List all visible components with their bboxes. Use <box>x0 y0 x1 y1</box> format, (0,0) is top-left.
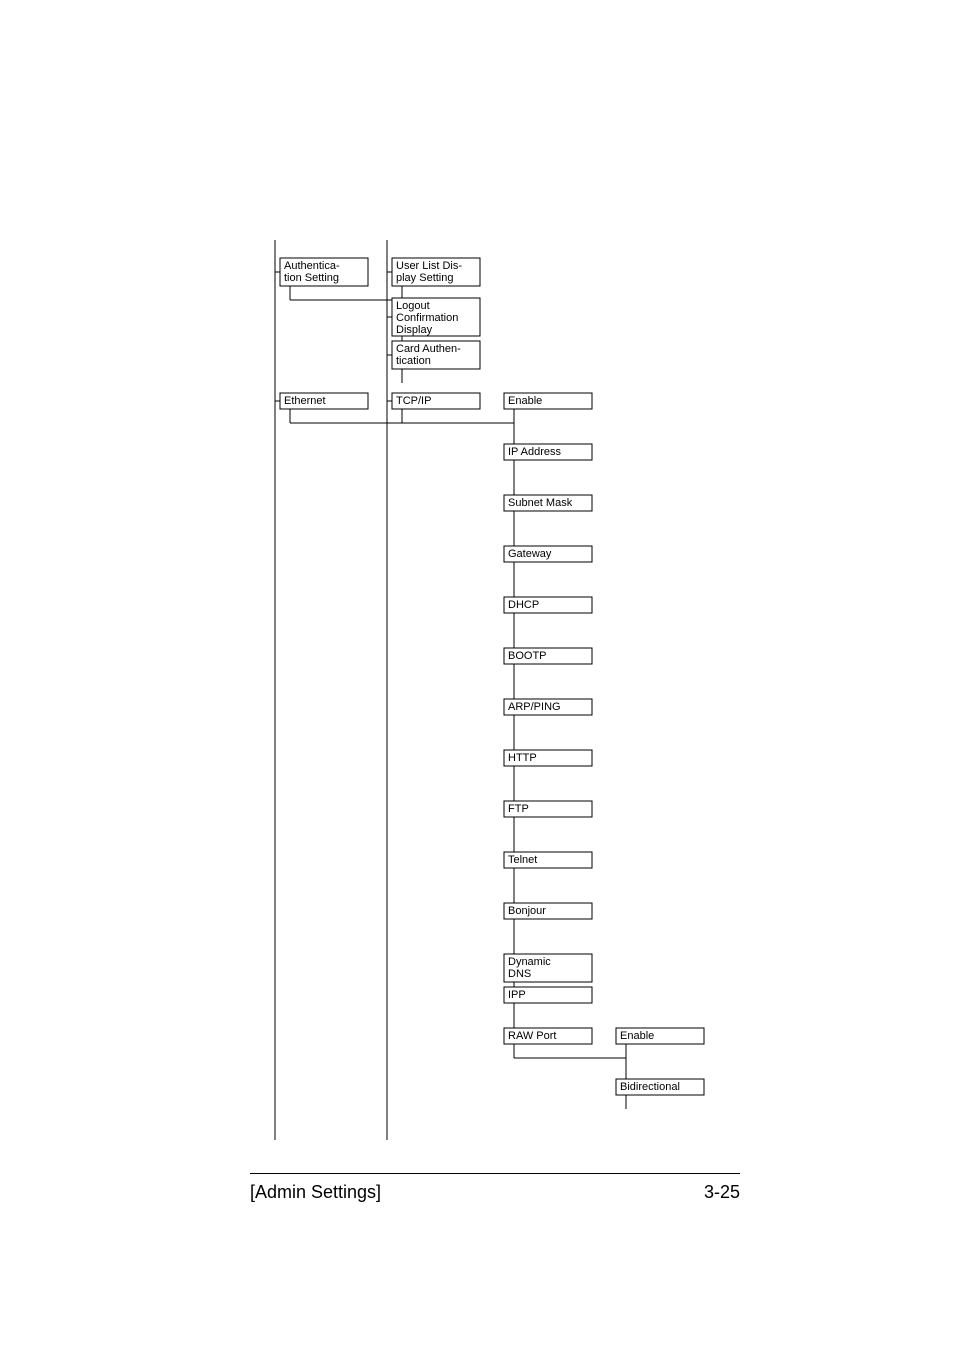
node-label: Bonjour <box>508 905 546 917</box>
node-label: Enable <box>508 395 542 407</box>
node-label: tication <box>396 355 431 367</box>
footer-right: 3-25 <box>704 1182 740 1203</box>
node-label: Authentica- <box>284 260 340 272</box>
footer-left: [Admin Settings] <box>250 1182 381 1203</box>
node-label: DHCP <box>508 599 539 611</box>
node-label: play Setting <box>396 272 453 284</box>
node-label: IP Address <box>508 446 561 458</box>
node-label: DNS <box>508 968 531 980</box>
node-label: TCP/IP <box>396 395 431 407</box>
page: Authentica-tion Setting User List Dis-pla… <box>0 0 954 1350</box>
node-label: tion Setting <box>284 272 339 284</box>
node-label: RAW Port <box>508 1030 557 1042</box>
node-label: FTP <box>508 803 529 815</box>
node-label: HTTP <box>508 752 537 764</box>
node-label: Card Authen- <box>396 343 461 355</box>
node-label: Logout <box>396 300 430 312</box>
node-label: Ethernet <box>284 395 326 407</box>
node-label: Bidirectional <box>620 1081 680 1093</box>
tree-diagram: Authentica-tion Setting User List Dis-pla… <box>0 0 954 1350</box>
node-label: IPP <box>508 989 526 1001</box>
node-label: Gateway <box>508 548 552 560</box>
node-label: User List Dis- <box>396 260 462 272</box>
node-label: ARP/PING <box>508 701 561 713</box>
node-label: Display <box>396 324 433 336</box>
node-label: Enable <box>620 1030 654 1042</box>
node-label: Telnet <box>508 854 537 866</box>
node-label: Confirmation <box>396 312 458 324</box>
node-label: Dynamic <box>508 956 551 968</box>
node-label: Subnet Mask <box>508 497 573 509</box>
footer-rule <box>250 1173 740 1174</box>
node-label: BOOTP <box>508 650 547 662</box>
